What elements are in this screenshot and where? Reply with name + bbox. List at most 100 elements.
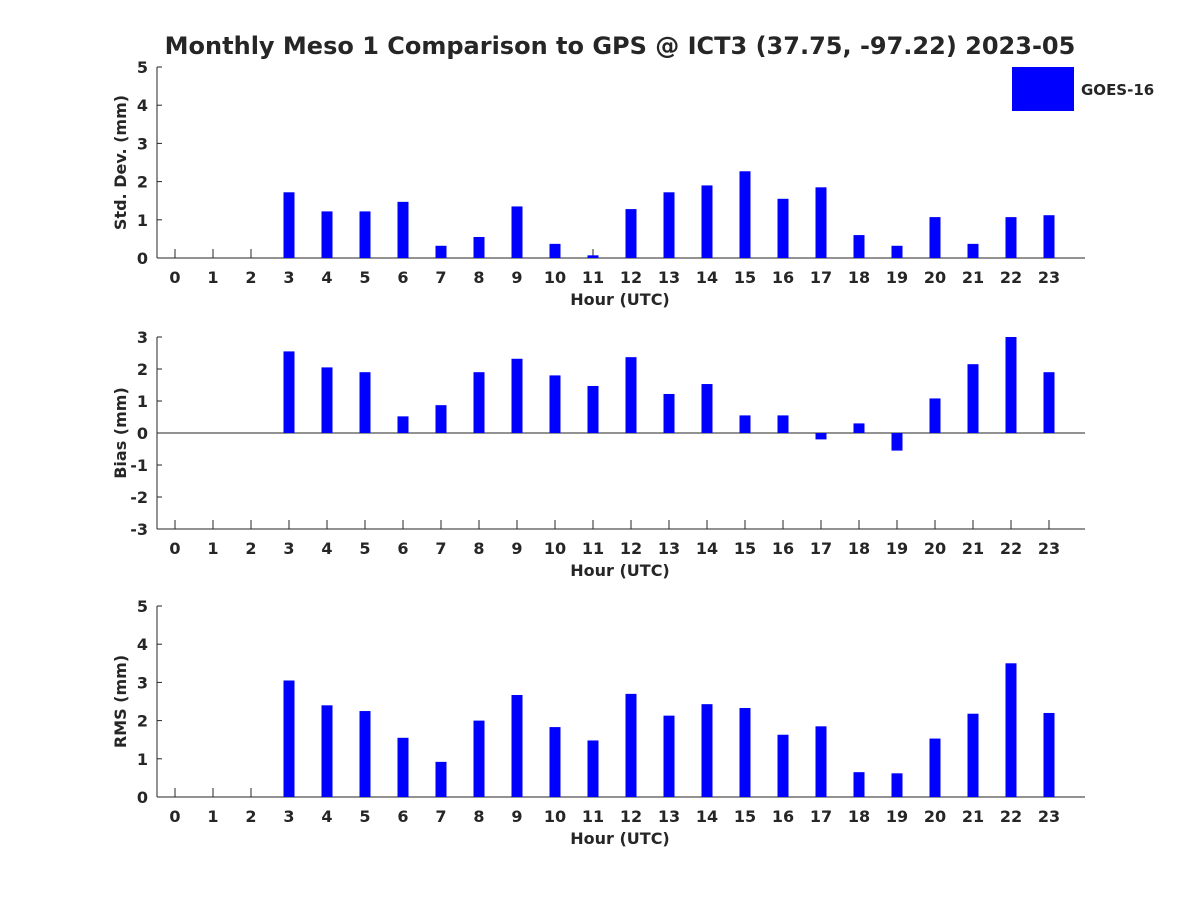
bar	[853, 772, 865, 797]
x-tick-label: 23	[1038, 268, 1060, 287]
bar	[625, 357, 637, 433]
x-tick-label: 7	[435, 268, 446, 287]
y-tick-label: 5	[137, 58, 148, 77]
bar	[359, 711, 371, 797]
bar	[739, 171, 751, 258]
y-axis-label: Bias (mm)	[111, 387, 130, 479]
x-axis-label: Hour (UTC)	[570, 290, 670, 309]
bar	[777, 415, 789, 433]
bar	[511, 358, 523, 433]
x-tick-label: 2	[245, 539, 256, 558]
x-tick-label: 18	[848, 268, 870, 287]
y-tick-label: 2	[137, 360, 148, 379]
bar	[663, 192, 675, 258]
bar	[853, 423, 865, 433]
x-tick-label: 17	[810, 807, 832, 826]
bar	[587, 385, 599, 433]
bar	[1005, 663, 1017, 797]
x-tick-label: 12	[620, 807, 642, 826]
y-tick-label: 0	[137, 424, 148, 443]
bar	[853, 235, 865, 258]
x-tick-label: 22	[1000, 268, 1022, 287]
y-tick-label: 3	[137, 328, 148, 347]
x-tick-label: 18	[848, 807, 870, 826]
y-tick-label: 4	[137, 635, 148, 654]
x-tick-label: 15	[734, 539, 756, 558]
bar	[891, 245, 903, 258]
bar	[701, 384, 713, 433]
x-tick-label: 6	[397, 807, 408, 826]
y-tick-label: 4	[137, 96, 148, 115]
x-tick-label: 20	[924, 807, 946, 826]
bar	[283, 351, 295, 433]
x-tick-label: 19	[886, 539, 908, 558]
x-tick-label: 8	[473, 539, 484, 558]
y-tick-label: 0	[137, 249, 148, 268]
x-tick-label: 14	[696, 807, 718, 826]
x-tick-label: 16	[772, 268, 794, 287]
x-tick-label: 22	[1000, 539, 1022, 558]
bar	[663, 715, 675, 797]
bar	[625, 209, 637, 258]
x-tick-label: 5	[359, 268, 370, 287]
legend-swatch	[1012, 67, 1074, 111]
x-axis-label: Hour (UTC)	[570, 561, 670, 580]
x-tick-label: 15	[734, 807, 756, 826]
y-tick-label: 3	[137, 673, 148, 692]
x-tick-label: 1	[207, 539, 218, 558]
bar	[891, 773, 903, 797]
x-tick-label: 15	[734, 268, 756, 287]
y-tick-label: 0	[137, 788, 148, 807]
bar	[397, 201, 409, 258]
x-tick-label: 4	[321, 268, 332, 287]
x-tick-label: 10	[544, 268, 566, 287]
x-tick-label: 1	[207, 268, 218, 287]
bar	[1005, 337, 1017, 433]
bar	[435, 245, 447, 258]
x-tick-label: 1	[207, 807, 218, 826]
x-tick-label: 17	[810, 539, 832, 558]
bar	[1043, 712, 1055, 797]
x-tick-label: 3	[283, 539, 294, 558]
x-tick-label: 4	[321, 807, 332, 826]
bar	[929, 738, 941, 797]
x-tick-label: 6	[397, 268, 408, 287]
x-tick-label: 22	[1000, 807, 1022, 826]
y-tick-label: -2	[130, 488, 148, 507]
y-tick-label: 2	[137, 173, 148, 192]
x-tick-label: 9	[511, 539, 522, 558]
y-tick-label: 1	[137, 750, 148, 769]
bar	[739, 707, 751, 797]
x-tick-label: 0	[169, 539, 180, 558]
y-tick-label: -1	[130, 456, 148, 475]
bar	[815, 726, 827, 797]
x-tick-label: 14	[696, 539, 718, 558]
y-axis-label: RMS (mm)	[111, 655, 130, 748]
bar	[1043, 215, 1055, 258]
bar	[435, 405, 447, 433]
x-tick-label: 10	[544, 807, 566, 826]
x-tick-label: 0	[169, 268, 180, 287]
x-tick-label: 9	[511, 268, 522, 287]
bar	[815, 187, 827, 258]
bar	[701, 185, 713, 258]
x-tick-label: 13	[658, 268, 680, 287]
x-tick-label: 20	[924, 268, 946, 287]
x-tick-label: 17	[810, 268, 832, 287]
x-tick-label: 6	[397, 539, 408, 558]
y-axis-label: Std. Dev. (mm)	[111, 95, 130, 230]
bar	[549, 727, 561, 797]
bar	[777, 198, 789, 258]
bar	[473, 720, 485, 797]
bar	[625, 693, 637, 797]
x-tick-label: 16	[772, 807, 794, 826]
x-tick-label: 12	[620, 539, 642, 558]
bar	[283, 192, 295, 258]
bar	[359, 372, 371, 433]
x-tick-label: 4	[321, 539, 332, 558]
bar	[511, 695, 523, 797]
bar	[397, 737, 409, 797]
